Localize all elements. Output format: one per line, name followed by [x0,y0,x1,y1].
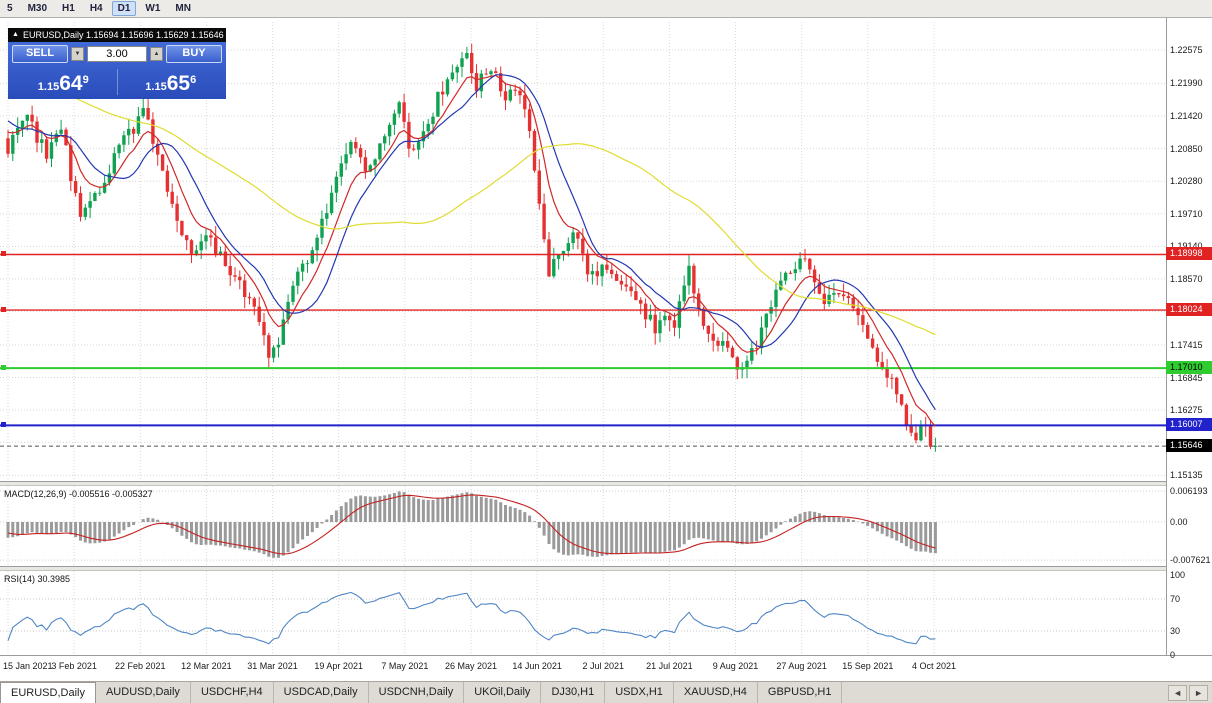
chart-tab-bar: EURUSD,Daily AUDUSD,Daily USDCHF,H4 USDCAD,… [0,681,1212,703]
collapse-icon[interactable]: ▲ [12,31,19,38]
macd-indicator-panel[interactable] [0,486,1166,566]
time-axis-label: 15 Jan 2021 [3,661,53,671]
time-axis-label: 9 Aug 2021 [712,661,759,671]
price-scale-tick: 1.17415 [1170,339,1203,350]
candles [6,43,938,452]
rsi-indicator-panel[interactable] [0,571,1166,655]
tab-scroll-left-button[interactable]: ◄ [1168,684,1188,701]
period-toolbar: 5 M30 H1 H4 D1 W1 MN [0,0,1212,18]
level-anchor[interactable] [1,365,6,371]
level-anchor[interactable] [1,307,6,313]
level-anchor[interactable] [1,251,6,257]
price-level-label-1.18024[interactable]: 1.18024 [1166,303,1212,317]
price-scale-tick: 1.18570 [1170,273,1203,284]
panel-splitter[interactable] [0,481,1212,486]
chart-tab-usdchf-h4[interactable]: USDCHF,H4 [191,682,274,703]
period-button-5[interactable]: 5 [7,3,13,14]
rsi-axis-label: 30 [1170,626,1181,636]
main-price-chart[interactable] [0,22,1166,481]
level-anchor[interactable] [1,422,6,428]
time-axis-label: 15 Sep 2021 [842,661,894,671]
time-axis-label: 27 Aug 2021 [776,661,827,671]
rsi-grid [0,598,1166,632]
ma-line-55 [7,89,936,336]
time-axis-label: 7 May 2021 [381,661,429,671]
time-axis-label: 21 Jul 2021 [646,661,693,671]
trade-panel-quote: EURUSD,Daily 1.15694 1.15696 1.15629 1.1… [22,30,224,40]
rsi-axis-label: 70 [1170,594,1181,604]
time-axis-label: 26 May 2021 [444,661,497,671]
buy-button[interactable]: BUY [166,45,222,63]
period-button-w1[interactable]: W1 [145,3,161,14]
period-button-mn[interactable]: MN [175,3,191,14]
time-axis-label: 12 Mar 2021 [181,661,232,671]
macd-axis-label: -0.007621 [1170,555,1211,566]
price-scale-tick: 1.16275 [1170,405,1203,416]
trade-panel-body: SELL ▼ 3.00 ▲ BUY 1.15649 1.15656 [8,42,226,99]
chart-tab-usdcad-daily[interactable]: USDCAD,Daily [274,682,369,703]
period-button-h1[interactable]: H1 [62,3,75,14]
chart-tab-eurusd-daily[interactable]: EURUSD,Daily [0,682,96,703]
macd-axis-label: 0.006193 [1170,486,1208,496]
chart-tab-usdcnh-daily[interactable]: USDCNH,Daily [369,682,465,703]
buy-price: 1.15656 [145,72,197,95]
time-axis[interactable]: 15 Jan 2021 3 Feb 2021 22 Feb 2021 12 Mar 2… [0,655,1212,681]
time-axis-label: 22 Feb 2021 [114,661,166,671]
chart-tab-ukoil-daily[interactable]: UKOil,Daily [464,682,542,703]
price-scale[interactable] [1166,18,1212,655]
rsi-label: RSI(14) 30.3985 [4,574,71,584]
price-scale-tick: 1.20850 [1170,143,1203,154]
price-scale-tick: 1.16845 [1170,372,1203,383]
trade-panel-header[interactable]: ▲ EURUSD,Daily 1.15694 1.15696 1.15629 1… [8,28,226,42]
one-click-trading-panel: ▲ EURUSD,Daily 1.15694 1.15696 1.15629 1… [8,28,226,99]
time-axis-label: 2 Jul 2021 [582,661,625,671]
period-button-m30[interactable]: M30 [27,3,48,14]
rsi-axis-label: 0 [1170,650,1176,660]
current-price-label: 1.15646 [1166,439,1212,453]
price-level-label-1.16007[interactable]: 1.16007 [1166,418,1212,432]
time-axis-label: 4 Oct 2021 [911,661,956,671]
time-axis-label: 31 Mar 2021 [247,661,298,671]
price-scale-tick: 1.19140 [1170,241,1203,252]
sell-price: 1.15649 [37,72,89,95]
sell-button[interactable]: SELL [12,45,68,63]
chart-tab-audusd-daily[interactable]: AUDUSD,Daily [96,682,191,703]
tab-scroll-right-button[interactable]: ► [1189,684,1208,701]
chart-tab-dj30-h1[interactable]: DJ30,H1 [541,682,606,703]
chart-tab-xauusd-h4[interactable]: XAUUSD,H4 [674,682,758,703]
macd-signal-line [7,494,936,555]
price-scale-tick: 1.20280 [1170,176,1203,187]
horizontal-grid [0,49,1166,476]
price-scale-tick: 1.15135 [1170,470,1203,481]
rsi-axis-label: 100 [1170,570,1186,580]
period-button-h4[interactable]: H4 [89,3,103,14]
price-level-label-1.17010[interactable]: 1.17010 [1166,361,1212,375]
price-scale-tick: 1.21420 [1170,111,1203,122]
ma-line-8 [7,74,936,427]
time-axis-label: 3 Feb 2021 [51,661,97,671]
price-scale-tick: 1.21990 [1170,78,1203,89]
period-button-d1[interactable]: D1 [111,1,137,16]
volume-input[interactable]: 3.00 [87,46,147,62]
macd-label: MACD(12,26,9) -0.005516 -0.005327 [4,489,153,499]
macd-histogram [6,491,937,558]
price-scale-tick: 1.22575 [1170,45,1203,55]
rsi-line [7,591,936,645]
volume-decrease-button[interactable]: ▼ [71,47,84,61]
volume-increase-button[interactable]: ▲ [150,47,163,61]
vertical-grid [7,571,935,655]
chart-tab-gbpusd-h1[interactable]: GBPUSD,H1 [758,682,843,703]
chart-tab-usdx-h1[interactable]: USDX,H1 [605,682,674,703]
macd-axis-label: 0.00 [1170,517,1188,527]
ma-line-13 [7,74,936,411]
time-axis-label: 14 Jun 2021 [512,661,562,671]
price-scale-tick: 1.19710 [1170,208,1203,219]
panel-splitter[interactable] [0,566,1212,571]
time-axis-label: 19 Apr 2021 [314,661,363,671]
price-level-label-1.18998[interactable]: 1.18998 [1166,247,1212,261]
price-divider [116,69,118,95]
